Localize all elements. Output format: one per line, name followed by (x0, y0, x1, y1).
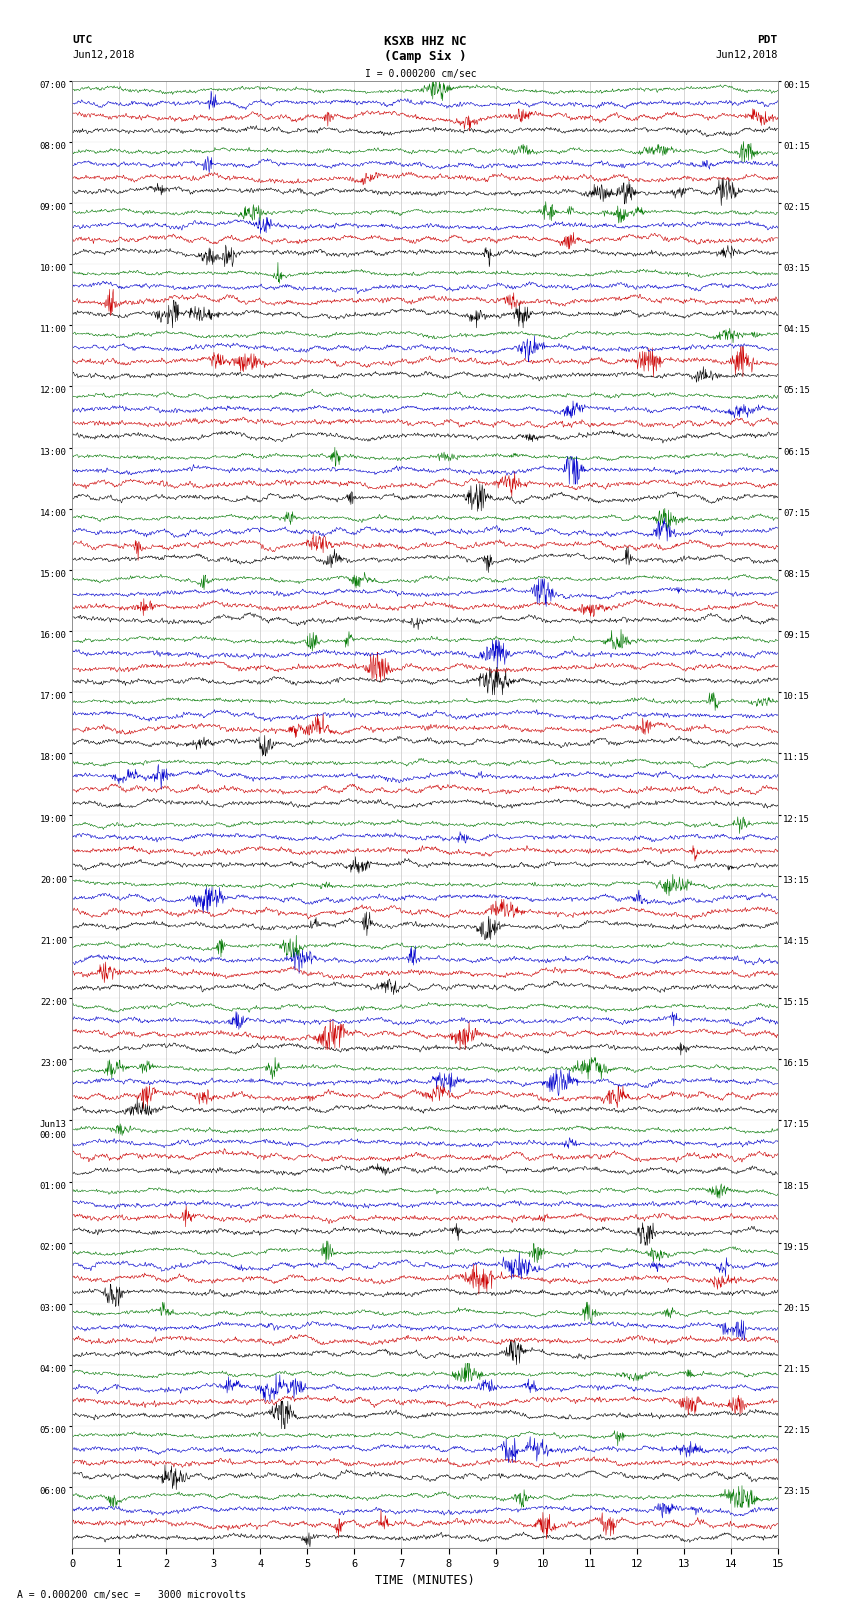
Text: KSXB HHZ NC: KSXB HHZ NC (383, 35, 467, 48)
Text: A = 0.000200 cm/sec =   3000 microvolts: A = 0.000200 cm/sec = 3000 microvolts (17, 1590, 246, 1600)
Text: UTC: UTC (72, 35, 93, 45)
Text: Jun12,2018: Jun12,2018 (72, 50, 135, 60)
Text: (Camp Six ): (Camp Six ) (383, 50, 467, 63)
Text: Jun12,2018: Jun12,2018 (715, 50, 778, 60)
Text: I = 0.000200 cm/sec: I = 0.000200 cm/sec (365, 69, 477, 79)
X-axis label: TIME (MINUTES): TIME (MINUTES) (375, 1574, 475, 1587)
Text: PDT: PDT (757, 35, 778, 45)
